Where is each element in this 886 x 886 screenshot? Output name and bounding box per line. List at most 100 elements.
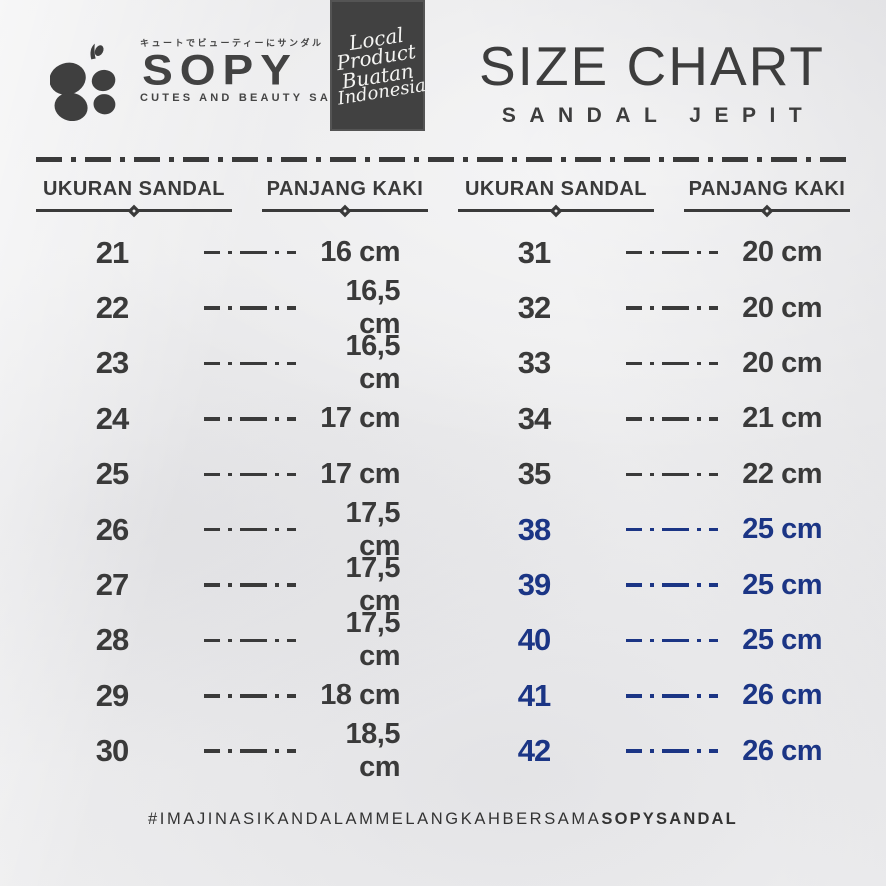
size-value: 41 <box>517 677 551 713</box>
column-header-size: UKURAN SANDAL <box>36 178 232 217</box>
table-row: 26 17,5 cm <box>36 497 428 562</box>
table-row: 25 17 cm <box>36 447 428 502</box>
dash-segment <box>697 694 701 698</box>
dash-separator <box>188 306 312 310</box>
table-rows-left: 21 16 cm 22 16,5 cm 23 16,5 cm 2 <box>36 225 428 784</box>
dash-separator <box>188 694 312 698</box>
brand-wordmark: SOPY <box>142 46 298 94</box>
dash-segment <box>709 583 718 587</box>
hashtag-text: #IMAJINASIKANDALAMMELANGKAHBERSAMA <box>148 810 602 828</box>
dash-segment <box>662 583 689 587</box>
hashtag-brand-text: SOPYSANDAL <box>601 810 738 828</box>
page-subtitle: SANDAL JEPIT <box>501 104 816 127</box>
dash-segment <box>240 250 267 255</box>
dash-segment <box>287 694 296 698</box>
length-value: 26 cm <box>742 734 822 767</box>
dash-segment <box>275 417 279 421</box>
dash-segment <box>662 306 689 310</box>
dash-segment <box>228 472 232 476</box>
table-row: 40 25 cm <box>458 613 850 668</box>
table-row: 21 16 cm <box>36 225 428 280</box>
table-row: 39 25 cm <box>458 557 850 612</box>
footer-hashtag: #IMAJINASIKANDALAMMELANGKAHBERSAMASOPYSA… <box>0 810 886 829</box>
dash-separator <box>610 638 734 643</box>
dash-segment <box>287 583 296 587</box>
dash-segment <box>287 250 296 255</box>
table-row: 31 20 cm <box>458 225 850 280</box>
size-value: 22 <box>95 290 129 326</box>
dash-segment <box>204 417 220 421</box>
column-header-length: PANJANG KAKI <box>262 178 428 217</box>
dash-segment <box>287 472 296 476</box>
size-value: 28 <box>95 622 129 658</box>
dash-segment <box>287 638 296 643</box>
length-value: 16,5 cm <box>345 330 401 396</box>
dash-segment <box>662 361 689 366</box>
length-value: 18 cm <box>320 679 400 712</box>
dash-segment <box>650 527 654 532</box>
dash-segment <box>626 306 642 310</box>
dash-separator <box>188 472 312 476</box>
dash-segment <box>204 250 220 255</box>
dash-separator <box>610 361 734 366</box>
dash-segment <box>275 527 279 532</box>
dash-segment <box>662 250 689 255</box>
dash-separator <box>188 749 312 753</box>
dash-separator <box>610 749 734 753</box>
table-row: 27 17,5 cm <box>36 552 428 617</box>
dash-segment <box>709 527 718 532</box>
dash-segment <box>697 749 701 753</box>
length-value: 20 cm <box>742 236 822 269</box>
dash-segment <box>287 527 296 532</box>
table-row: 24 17 cm <box>36 391 428 446</box>
page-title: SIZE CHART <box>479 35 825 97</box>
butterfly-icon <box>50 43 116 122</box>
dash-segment <box>709 250 718 255</box>
dash-segment <box>662 472 689 476</box>
dash-segment <box>275 306 279 310</box>
dash-separator <box>610 694 734 698</box>
dash-segment <box>662 694 689 698</box>
dash-segment <box>240 638 267 643</box>
dash-segment <box>287 749 296 753</box>
diamond-ornament-icon <box>549 204 563 217</box>
dash-segment <box>275 361 279 366</box>
size-value: 32 <box>517 290 551 326</box>
dash-segment <box>650 638 654 643</box>
length-value: 21 cm <box>742 402 822 435</box>
dash-segment <box>228 583 232 587</box>
dash-segment <box>228 527 232 532</box>
header-underline <box>36 204 232 217</box>
dash-separator <box>188 361 312 366</box>
dash-segment <box>240 527 267 532</box>
dash-segment <box>626 417 642 421</box>
dash-segment <box>228 694 232 698</box>
length-value: 18,5 cm <box>345 718 401 784</box>
size-value: 42 <box>517 733 551 769</box>
dash-segment <box>204 749 220 753</box>
dash-segment <box>275 250 279 255</box>
size-value: 24 <box>95 400 129 436</box>
dash-segment <box>626 361 642 366</box>
dash-segment <box>697 306 701 310</box>
table-row: 29 18 cm <box>36 668 428 723</box>
size-value: 33 <box>517 345 551 381</box>
dash-segment <box>240 472 267 476</box>
dash-separator <box>188 527 312 532</box>
column-header-size: UKURAN SANDAL <box>458 178 654 217</box>
length-value: 25 cm <box>742 513 822 546</box>
size-table-right: UKURAN SANDAL PANJANG KAKI 31 20 cm 32 <box>458 178 850 779</box>
title-block: SIZE CHART SANDAL JEPIT <box>468 34 836 128</box>
dash-segment <box>204 361 220 366</box>
dash-segment <box>650 250 654 255</box>
dash-segment <box>275 694 279 698</box>
dash-separator <box>610 583 734 587</box>
header-underline <box>684 204 850 217</box>
dash-segment <box>709 417 718 421</box>
table-row: 34 21 cm <box>458 391 850 446</box>
dash-segment <box>709 361 718 366</box>
diamond-ornament-icon <box>760 204 774 217</box>
brand-tagline-japanese: キュートでビューティーにサンダル <box>140 38 324 48</box>
dash-segment <box>240 749 267 753</box>
local-product-badge-text: Local Product Buatan Indonesia <box>328 22 428 109</box>
